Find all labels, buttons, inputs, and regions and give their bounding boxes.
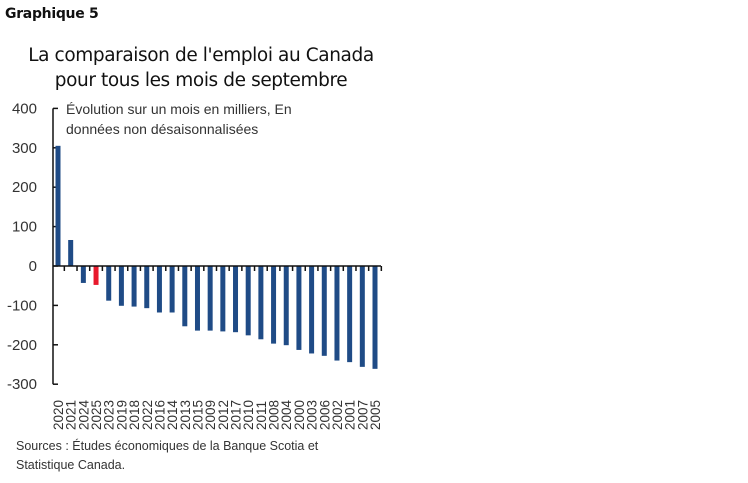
y-axis: 400 300 200 100 0 -100 -200 -300 xyxy=(7,100,58,393)
bar-2023 xyxy=(106,266,112,301)
y-tick-label: 200 xyxy=(12,179,37,196)
chart-title-line1: La comparaison de l'emploi au Canada xyxy=(28,45,374,66)
bar-2003 xyxy=(309,266,315,354)
x-tick-label: 2016 xyxy=(152,400,167,430)
bar-2020 xyxy=(55,145,61,266)
x-tick-label: 2018 xyxy=(127,400,142,430)
bar-2008 xyxy=(271,266,277,344)
x-tick-label: 2005 xyxy=(368,400,383,430)
x-tick-label: 2010 xyxy=(241,400,256,430)
x-tick-label: 2007 xyxy=(355,400,370,430)
y-tick-label: 0 xyxy=(29,258,37,275)
y-tick-label: 300 xyxy=(12,140,37,157)
x-tick-label: 2003 xyxy=(305,400,320,430)
x-tick-label: 2020 xyxy=(51,400,66,430)
bar-2009 xyxy=(207,266,213,331)
x-tick-label: 2019 xyxy=(114,400,129,430)
x-tick-label: 2002 xyxy=(330,400,345,430)
bar-2005 xyxy=(372,266,378,369)
x-tick-label: 2009 xyxy=(203,400,218,430)
x-tick-label: 2017 xyxy=(229,400,244,430)
x-tick-label: 2012 xyxy=(216,400,231,430)
bar-2011 xyxy=(258,266,264,340)
bar-2015 xyxy=(194,266,200,331)
bar-2014 xyxy=(169,266,175,313)
bar-2021 xyxy=(68,239,74,266)
figure-label: Graphique 5 xyxy=(5,6,99,22)
x-tick-label: 2022 xyxy=(140,400,155,430)
x-tick-label: 2015 xyxy=(190,400,205,430)
bar-2012 xyxy=(220,266,226,332)
x-tick-label: 2014 xyxy=(165,399,180,430)
bar-2018 xyxy=(131,266,137,307)
x-tick-label: 2004 xyxy=(279,399,294,430)
x-tick-label: 2024 xyxy=(76,399,91,430)
bar-2025 xyxy=(93,266,99,285)
sources-line1: Sources : Études économiques de la Banqu… xyxy=(16,439,319,453)
chart-subtitle: Évolution sur un mois en milliers, En do… xyxy=(66,99,292,139)
bar-2013 xyxy=(182,266,188,327)
bar-2002 xyxy=(334,266,340,361)
sources-line2: Statistique Canada. xyxy=(16,458,126,472)
chart-subtitle-line2: données non désaisonnalisées xyxy=(66,121,259,137)
bar-2000 xyxy=(296,266,302,350)
x-tick-label: 2000 xyxy=(292,400,307,430)
bar-2001 xyxy=(347,266,353,363)
chart-subtitle-line1: Évolution sur un mois en milliers, En xyxy=(66,101,292,117)
bar-2004 xyxy=(283,266,289,346)
y-tick-label: -100 xyxy=(7,297,37,314)
x-tick-label: 2011 xyxy=(254,401,269,430)
x-tick-label: 2006 xyxy=(317,400,332,430)
y-tick-label: -300 xyxy=(7,376,37,393)
bars xyxy=(55,145,378,369)
bar-2022 xyxy=(144,266,150,309)
x-axis: 2020202120242025202320192018202220162014… xyxy=(51,265,383,430)
x-tick-label: 2025 xyxy=(89,400,104,430)
bar-2016 xyxy=(156,266,162,313)
x-tick-label: 2023 xyxy=(102,400,117,430)
bar-2010 xyxy=(245,266,251,336)
bar-2017 xyxy=(233,266,239,333)
y-tick-label: -200 xyxy=(7,337,37,354)
y-tick-label: 400 xyxy=(12,100,37,117)
x-tick-label: 2008 xyxy=(267,400,282,430)
bar-2007 xyxy=(359,266,365,367)
bar-2019 xyxy=(118,266,124,306)
chart-title: La comparaison de l'emploi au Canada pou… xyxy=(0,43,402,93)
sources-note: Sources : Études économiques de la Banqu… xyxy=(16,437,318,475)
x-tick-label: 2013 xyxy=(178,400,193,430)
y-tick-label: 100 xyxy=(12,219,37,236)
x-tick-label: 2021 xyxy=(64,400,79,430)
bar-2024 xyxy=(80,266,86,283)
x-tick-label: 2001 xyxy=(343,400,358,430)
chart-title-line2: pour tous les mois de septembre xyxy=(54,70,348,91)
bar-2006 xyxy=(321,266,327,356)
